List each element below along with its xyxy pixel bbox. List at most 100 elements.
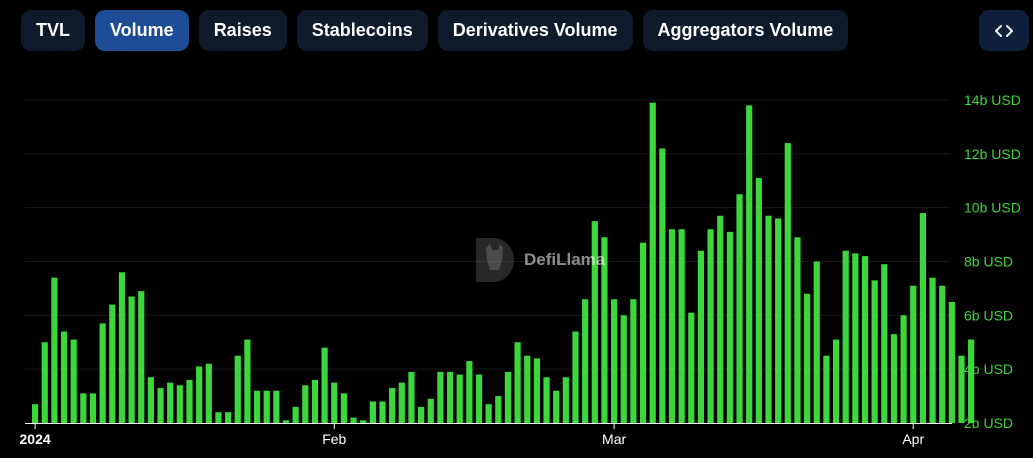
volume-bar[interactable] xyxy=(813,261,820,424)
volume-bar[interactable] xyxy=(89,393,97,423)
volume-bar[interactable] xyxy=(765,215,772,423)
volume-bar[interactable] xyxy=(495,396,502,423)
volume-bar[interactable] xyxy=(524,355,531,423)
volume-bar[interactable] xyxy=(784,143,791,423)
volume-bar[interactable] xyxy=(726,231,733,423)
volume-bar[interactable] xyxy=(591,221,598,424)
volume-bar[interactable] xyxy=(99,323,106,423)
volume-bar[interactable] xyxy=(746,105,753,423)
volume-bar[interactable] xyxy=(707,229,714,423)
volume-bar[interactable] xyxy=(514,342,521,423)
volume-bar[interactable] xyxy=(678,229,685,423)
volume-bar[interactable] xyxy=(890,334,898,423)
volume-bar[interactable] xyxy=(398,382,405,424)
volume-bar[interactable] xyxy=(466,361,473,423)
volume-bar[interactable] xyxy=(611,299,618,423)
volume-bar[interactable] xyxy=(620,315,627,423)
volume-bar[interactable] xyxy=(794,237,801,423)
volume-bar[interactable] xyxy=(418,406,425,423)
volume-bar[interactable] xyxy=(601,237,608,423)
tab-aggregators-volume[interactable]: Aggregators Volume xyxy=(642,10,849,51)
volume-bar[interactable] xyxy=(253,390,261,423)
volume-bar[interactable] xyxy=(138,291,145,423)
volume-bar[interactable] xyxy=(70,339,77,423)
volume-bar[interactable] xyxy=(543,377,550,423)
volume-bar[interactable] xyxy=(215,412,222,423)
tab-derivatives-volume[interactable]: Derivatives Volume xyxy=(437,10,633,51)
volume-bar[interactable] xyxy=(244,339,251,423)
volume-bar[interactable] xyxy=(842,250,849,423)
volume-bar[interactable] xyxy=(668,229,676,423)
volume-bar[interactable] xyxy=(263,390,270,423)
volume-bar[interactable] xyxy=(51,277,58,423)
volume-bar[interactable] xyxy=(958,355,965,423)
volume-bar[interactable] xyxy=(775,218,782,423)
volume-bar[interactable] xyxy=(311,379,319,423)
volume-bar[interactable] xyxy=(485,404,492,423)
volume-bar[interactable] xyxy=(80,393,87,423)
volume-bar[interactable] xyxy=(446,371,454,423)
volume-bar[interactable] xyxy=(60,331,68,423)
volume-bar[interactable] xyxy=(321,347,328,423)
volume-bar[interactable] xyxy=(32,404,39,423)
volume-bar[interactable] xyxy=(167,382,174,424)
volume-bar[interactable] xyxy=(109,304,116,423)
volume-bar[interactable] xyxy=(639,242,647,423)
volume-bar[interactable] xyxy=(553,390,560,423)
volume-bar[interactable] xyxy=(649,102,656,423)
volume-bar[interactable] xyxy=(572,331,579,423)
volume-bar[interactable] xyxy=(968,339,975,423)
volume-bar[interactable] xyxy=(379,401,386,423)
volume-bar[interactable] xyxy=(832,339,840,423)
volume-bar[interactable] xyxy=(562,377,569,423)
volume-bar[interactable] xyxy=(504,371,512,423)
volume-bar[interactable] xyxy=(369,401,376,423)
volume-bar[interactable] xyxy=(717,215,724,423)
volume-bar[interactable] xyxy=(919,213,926,423)
volume-bar[interactable] xyxy=(340,393,347,423)
volume-bar[interactable] xyxy=(273,390,280,423)
volume-bar[interactable] xyxy=(196,366,203,423)
volume-bar[interactable] xyxy=(118,272,126,423)
tab-tvl[interactable]: TVL xyxy=(21,10,85,51)
volume-bar[interactable] xyxy=(225,412,232,423)
volume-bar[interactable] xyxy=(475,374,483,423)
volume-bar[interactable] xyxy=(755,178,762,423)
volume-bar[interactable] xyxy=(360,420,367,423)
volume-bar[interactable] xyxy=(871,280,878,423)
volume-bar[interactable] xyxy=(881,264,888,423)
volume-bar[interactable] xyxy=(688,312,695,423)
volume-bar[interactable] xyxy=(533,358,540,423)
volume-bar[interactable] xyxy=(389,388,396,423)
volume-bar[interactable] xyxy=(302,385,309,423)
volume-bar[interactable] xyxy=(659,148,666,423)
volume-bar[interactable] xyxy=(331,382,338,424)
embed-button[interactable] xyxy=(979,10,1029,51)
volume-bar[interactable] xyxy=(128,296,135,423)
volume-bar[interactable] xyxy=(582,299,589,423)
volume-bar[interactable] xyxy=(929,277,936,423)
volume-bar[interactable] xyxy=(939,285,946,423)
volume-bar[interactable] xyxy=(350,417,357,423)
volume-bar[interactable] xyxy=(427,398,434,423)
volume-bar[interactable] xyxy=(910,285,917,423)
volume-bar[interactable] xyxy=(861,256,869,423)
volume-bar[interactable] xyxy=(736,194,743,423)
volume-bar[interactable] xyxy=(697,250,705,423)
tab-raises[interactable]: Raises xyxy=(198,10,287,51)
volume-bar[interactable] xyxy=(437,371,444,423)
volume-bar[interactable] xyxy=(292,406,299,423)
volume-bar[interactable] xyxy=(234,355,241,423)
volume-bar[interactable] xyxy=(176,385,183,423)
volume-bar[interactable] xyxy=(804,293,811,423)
volume-bar[interactable] xyxy=(205,363,212,423)
volume-bar[interactable] xyxy=(630,299,637,423)
tab-volume[interactable]: Volume xyxy=(95,10,189,51)
volume-bar[interactable] xyxy=(948,301,955,424)
volume-bar[interactable] xyxy=(41,342,48,423)
volume-bar[interactable] xyxy=(157,388,164,423)
volume-bar[interactable] xyxy=(852,253,859,423)
volume-bar[interactable] xyxy=(186,379,193,423)
volume-bar[interactable] xyxy=(282,420,290,423)
volume-bar[interactable] xyxy=(823,355,830,423)
